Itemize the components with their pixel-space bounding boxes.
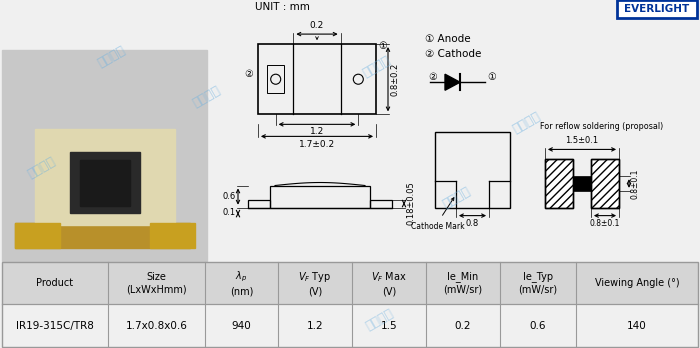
Text: UNIT : mm: UNIT : mm — [255, 2, 310, 12]
Text: 1.5: 1.5 — [381, 321, 398, 331]
Text: 0.8±0.2: 0.8±0.2 — [390, 63, 399, 96]
Text: For reflow soldering (proposal): For reflow soldering (proposal) — [540, 122, 664, 131]
Bar — [248, 199, 270, 208]
Text: 0.8: 0.8 — [466, 219, 479, 228]
Bar — [80, 160, 130, 206]
Bar — [435, 132, 510, 208]
Text: Viewing Angle (°): Viewing Angle (°) — [595, 278, 679, 288]
Text: $V_F$ Typ
(V): $V_F$ Typ (V) — [298, 270, 332, 296]
Bar — [370, 199, 392, 208]
Text: Product: Product — [36, 278, 74, 288]
Text: 1.2: 1.2 — [307, 321, 323, 331]
Text: IR19-315C/TR8: IR19-315C/TR8 — [16, 321, 94, 331]
Text: ①: ① — [378, 41, 386, 51]
Text: 0.6: 0.6 — [530, 321, 546, 331]
Text: 140: 140 — [627, 321, 647, 331]
Text: ①: ① — [487, 72, 496, 82]
Text: $\lambda_p$
(nm): $\lambda_p$ (nm) — [230, 270, 253, 296]
Bar — [270, 185, 370, 208]
Text: 超毅电子: 超毅电子 — [360, 54, 393, 80]
Text: ②: ② — [428, 72, 437, 82]
Text: EVERLIGHT: EVERLIGHT — [624, 4, 690, 14]
Bar — [591, 159, 619, 208]
Bar — [15, 223, 60, 248]
Text: 超毅电子: 超毅电子 — [95, 44, 127, 70]
Text: 超毅电子: 超毅电子 — [440, 184, 473, 211]
Text: 0.18±0.05: 0.18±0.05 — [406, 182, 415, 226]
Text: 940: 940 — [232, 321, 251, 331]
Text: Ie_Typ
(mW/sr): Ie_Typ (mW/sr) — [519, 271, 558, 295]
Text: 0.2: 0.2 — [455, 321, 471, 331]
Text: 0.8±0.1: 0.8±0.1 — [590, 219, 620, 228]
Bar — [2, 50, 207, 261]
Text: 超毅电子: 超毅电子 — [25, 154, 57, 181]
Bar — [150, 223, 195, 248]
Bar — [591, 159, 619, 208]
Text: Ie_Min
(mW/sr): Ie_Min (mW/sr) — [443, 271, 482, 295]
Bar — [545, 159, 573, 208]
Bar — [15, 223, 190, 248]
Bar — [70, 152, 140, 213]
Text: Size
(LxWxHmm): Size (LxWxHmm) — [126, 272, 187, 294]
Text: 0.8±0.1: 0.8±0.1 — [631, 168, 640, 199]
Text: Cathode Mark: Cathode Mark — [411, 222, 465, 231]
Text: ②: ② — [244, 69, 253, 79]
Text: ① Anode: ① Anode — [425, 34, 470, 44]
Bar — [258, 44, 376, 114]
Text: 0.6: 0.6 — [223, 192, 236, 201]
Bar — [617, 0, 697, 18]
Text: ② Cathode: ② Cathode — [425, 49, 482, 59]
Text: 1.5±0.1: 1.5±0.1 — [566, 136, 598, 145]
Bar — [2, 262, 698, 304]
Text: 超毅电子: 超毅电子 — [190, 84, 223, 110]
Text: $V_F$ Max
(V): $V_F$ Max (V) — [371, 270, 407, 296]
Polygon shape — [445, 74, 460, 90]
Text: 1.7x0.8x0.6: 1.7x0.8x0.6 — [125, 321, 188, 331]
Text: 1.2: 1.2 — [310, 127, 324, 136]
Bar — [573, 176, 591, 191]
Text: 1.7±0.2: 1.7±0.2 — [299, 140, 335, 149]
Text: 超毅电子: 超毅电子 — [364, 307, 396, 333]
Bar — [35, 129, 175, 224]
Text: 0.1: 0.1 — [223, 208, 236, 217]
Text: 超毅电子: 超毅电子 — [510, 109, 542, 135]
Text: 0.2: 0.2 — [310, 21, 324, 30]
Bar — [545, 159, 573, 208]
Bar — [267, 65, 284, 93]
